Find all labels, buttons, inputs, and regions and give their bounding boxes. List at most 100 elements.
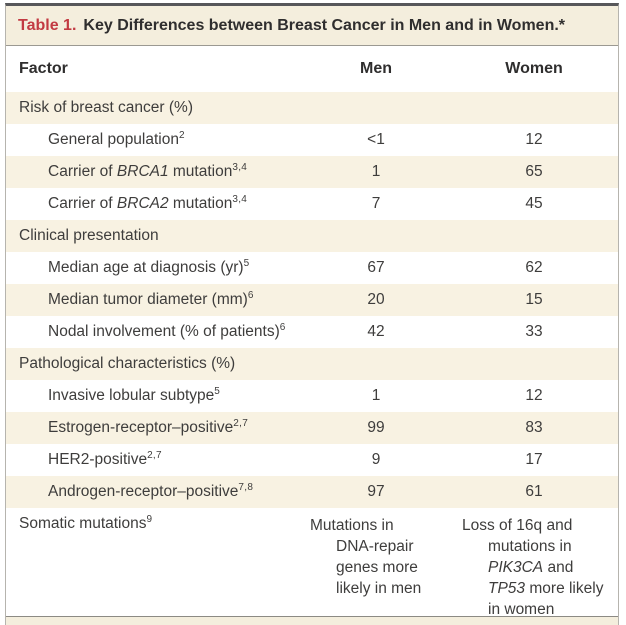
hanging-indent-text: Loss of 16q and mutations in PIK3CA and TP5… [462,515,614,620]
factor-cell: Somatic mutations9 [6,513,302,533]
women-value: 61 [525,483,543,500]
men-value: 9 [371,451,381,468]
text-segment: more likely [525,580,604,597]
text-line: Loss of 16q and [462,515,614,536]
factor-cell: HER2-positive2,7 [6,449,302,469]
factor-cell: Androgen-receptor–positive7,8 [6,482,302,501]
text-segment: Somatic mutations [19,515,147,532]
men-value: 20 [367,291,385,308]
footnote-strip [6,617,618,625]
gene-name-italic: TP53 [488,580,526,597]
table-title-text: Key Differences between Breast Cancer in… [83,16,566,34]
gene-name-italic: BRCA2 [116,195,169,212]
men-value: Mutations in DNA-repair genes more likely i… [302,515,450,599]
men-value: 1 [371,387,381,404]
text-segment: DNA-repair [336,538,414,555]
column-header-row: Factor Men Women [6,46,618,92]
women-value: 12 [525,387,543,404]
factor-cell: Median age at diagnosis (yr)5 [6,257,302,277]
text-line: likely in men [310,578,436,599]
text-segment: Risk of breast cancer (%) [19,99,193,116]
text-line: TP53 more likely [462,578,614,599]
women-value: 12 [525,131,543,148]
table-row: Median age at diagnosis (yr)5 67 62 [6,252,618,284]
text-line: in women [462,599,614,620]
table-row: Invasive lobular subtype5 1 12 [6,380,618,412]
men-value: 99 [367,419,385,436]
table-row: HER2-positive2,7 9 17 [6,444,618,476]
footnote-ref: 2,7 [233,417,249,429]
text-segment: Nodal involvement (% of patients) [48,323,280,340]
text-segment: in women [488,601,555,618]
factor-cell: Carrier of BRCA2 mutation3,4 [6,193,302,213]
text-line: DNA-repair [310,536,436,557]
women-value: 65 [525,163,543,180]
text-line: PIK3CA and [462,557,614,578]
table-row: Carrier of BRCA2 mutation3,4 7 45 [6,188,618,220]
factor-cell: Risk of breast cancer (%) [6,99,302,117]
text-segment: Mutations in [310,517,394,534]
women-value: 17 [525,451,543,468]
footnote-ref: 2,7 [147,449,162,461]
hanging-indent-text: Mutations in DNA-repair genes more likely i… [310,515,436,599]
men-value: 1 [371,163,381,180]
text-segment: Median age at diagnosis (yr) [48,259,244,276]
text-segment: Loss of 16q and [462,517,573,534]
footnote-ref: 3,4 [232,193,248,205]
table-row: Somatic mutations9 Mutations in DNA-repair… [6,508,618,618]
factor-cell: Nodal involvement (% of patients)6 [6,321,302,341]
men-value: 97 [367,483,385,500]
factor-cell: Pathological characteristics (%) [6,355,302,373]
footnote-ref: 5 [243,257,250,269]
factor-cell: General population2 [6,129,302,149]
table-row: Median tumor diameter (mm)6 20 15 [6,284,618,316]
text-segment: Estrogen-receptor–positive [48,419,234,436]
footnote-ref: 5 [214,385,221,397]
text-segment: Androgen-receptor–positive [48,483,239,500]
text-segment: Carrier of [48,163,117,180]
factor-cell: Median tumor diameter (mm)6 [6,289,302,309]
text-segment: mutations in [488,538,572,555]
text-line: mutations in [462,536,614,557]
text-segment: likely in men [336,580,422,597]
women-value: 15 [525,291,543,308]
factor-cell: Estrogen-receptor–positive2,7 [6,417,302,437]
men-value: 42 [367,323,385,340]
table-row: Androgen-receptor–positive7,8 97 61 [6,476,618,508]
text-line: Mutations in [310,515,436,536]
text-segment: Pathological characteristics (%) [19,355,236,372]
text-segment: General population [48,131,179,148]
table-row: Nodal involvement (% of patients)6 42 33 [6,316,618,348]
table-bottom-rule [6,616,618,617]
women-value: 33 [525,323,543,340]
text-segment: mutation [168,195,233,212]
factor-cell: Carrier of BRCA1 mutation3,4 [6,161,302,181]
text-segment: Median tumor diameter (mm) [48,291,248,308]
women-value: 83 [525,419,543,436]
men-value: 67 [367,259,385,276]
section-header-row: Pathological characteristics (%) [6,348,618,380]
footnote-ref: 6 [279,321,286,333]
column-header-men: Men [360,60,392,77]
footnote-ref: 9 [146,513,153,525]
footnote-ref: 2 [179,129,185,141]
gene-name-italic: BRCA1 [116,163,169,180]
text-segment: genes more [336,559,418,576]
table-row: Estrogen-receptor–positive2,7 99 83 [6,412,618,444]
section-header-row: Clinical presentation [6,220,618,252]
gene-name-italic: PIK3CA [488,559,544,576]
men-value: 7 [371,195,381,212]
footnote-ref: 6 [247,289,254,301]
section-header-row: Risk of breast cancer (%) [6,92,618,124]
table-frame: Table 1. Key Differences between Breast … [5,3,619,625]
table-row: General population2 <1 12 [6,124,618,156]
footnote-ref: 3,4 [232,161,248,173]
table-title-bar: Table 1. Key Differences between Breast … [6,6,618,46]
text-segment: mutation [168,163,233,180]
text-line: genes more [310,557,436,578]
text-segment: and [543,559,574,576]
table-row: Carrier of BRCA1 mutation3,4 1 65 [6,156,618,188]
text-segment: Invasive lobular subtype [48,387,215,404]
factor-cell: Clinical presentation [6,227,302,245]
